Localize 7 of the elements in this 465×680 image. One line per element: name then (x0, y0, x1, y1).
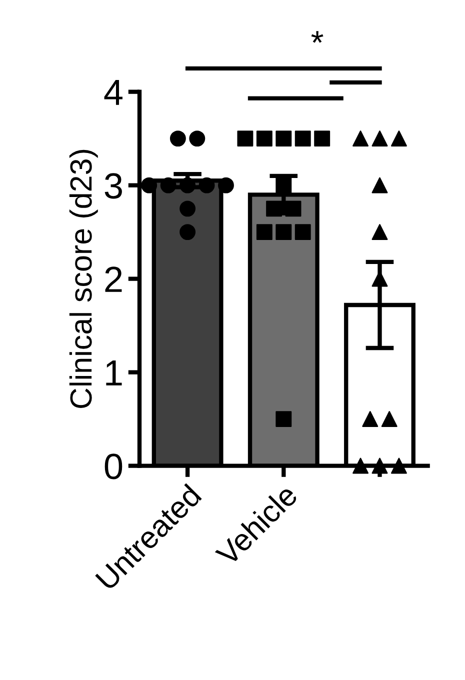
text: * (311, 31, 324, 43)
y-tick-label: 4 (104, 80, 122, 105)
y-tick-label: 3 (104, 173, 122, 199)
y-tick-label: 0 (104, 454, 122, 480)
y-tick-label: 2 (105, 266, 122, 292)
y-tick-label: 1 (106, 360, 122, 386)
y-axis-title: Clinical score (d23) (69, 150, 98, 408)
